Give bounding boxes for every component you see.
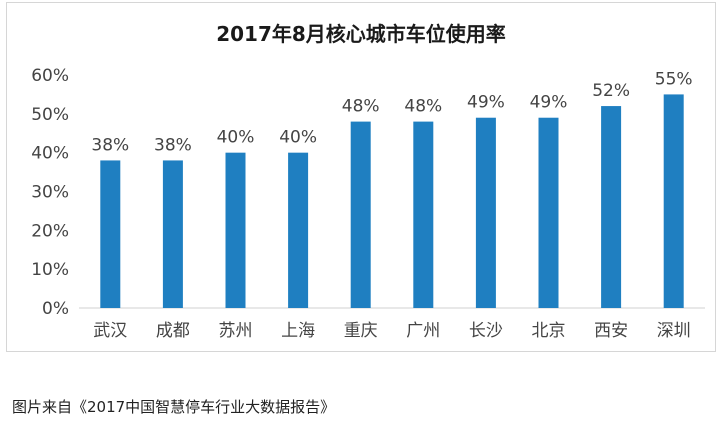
bar [475,117,496,308]
bar [663,94,684,309]
figure-caption: 图片来自《2017中国智慧停车行业大数据报告》 [12,398,336,416]
category-label: 长沙 [469,321,503,341]
bar [350,121,371,308]
data-label: 38% [91,135,129,155]
data-labels: 38% 38% 40% 40% 48% 48% 49% 49% 52% 55% [91,69,692,155]
bar-series [100,94,684,309]
bar-chart: 2017年8月核心城市车位使用率 0% 10% 20% 30% 40% 50% 60% 38… [31,22,705,341]
y-tick-label: 0% [42,299,69,319]
data-label: 48% [404,97,442,117]
y-tick-label: 20% [31,221,69,241]
y-tick-label: 50% [31,105,69,125]
bar [225,152,246,308]
y-tick-label: 40% [31,144,69,164]
y-tick-label: 10% [31,260,69,280]
category-label: 武汉 [93,321,127,341]
data-label: 55% [655,69,693,89]
y-tick-label: 60% [31,66,69,86]
category-label: 成都 [156,321,190,341]
data-label: 49% [467,93,505,113]
category-label: 苏州 [219,321,253,341]
bar [601,106,622,308]
category-labels: 武汉 成都 苏州 上海 重庆 广州 长沙 北京 西安 深圳 [93,321,690,341]
data-label: 40% [217,128,255,148]
category-label: 广州 [406,321,440,341]
chart-title: 2017年8月核心城市车位使用率 [216,22,506,46]
y-axis-ticks: 0% 10% 20% 30% 40% 50% 60% [31,66,69,319]
bar [100,160,121,308]
chart-figure: 2017年8月核心城市车位使用率 0% 10% 20% 30% 40% 50% 60% 38… [6,2,716,352]
bar [413,121,434,308]
data-label: 49% [530,93,568,113]
category-label: 北京 [532,321,566,341]
category-label: 深圳 [657,321,691,341]
y-tick-label: 30% [31,183,69,203]
bar [288,152,309,308]
bar [162,160,183,308]
category-label: 重庆 [344,321,378,341]
category-label: 西安 [594,321,628,341]
data-label: 48% [342,97,380,117]
data-label: 40% [279,128,317,148]
data-label: 52% [592,81,630,101]
bar [538,117,559,308]
data-label: 38% [154,135,192,155]
category-label: 上海 [281,321,315,341]
